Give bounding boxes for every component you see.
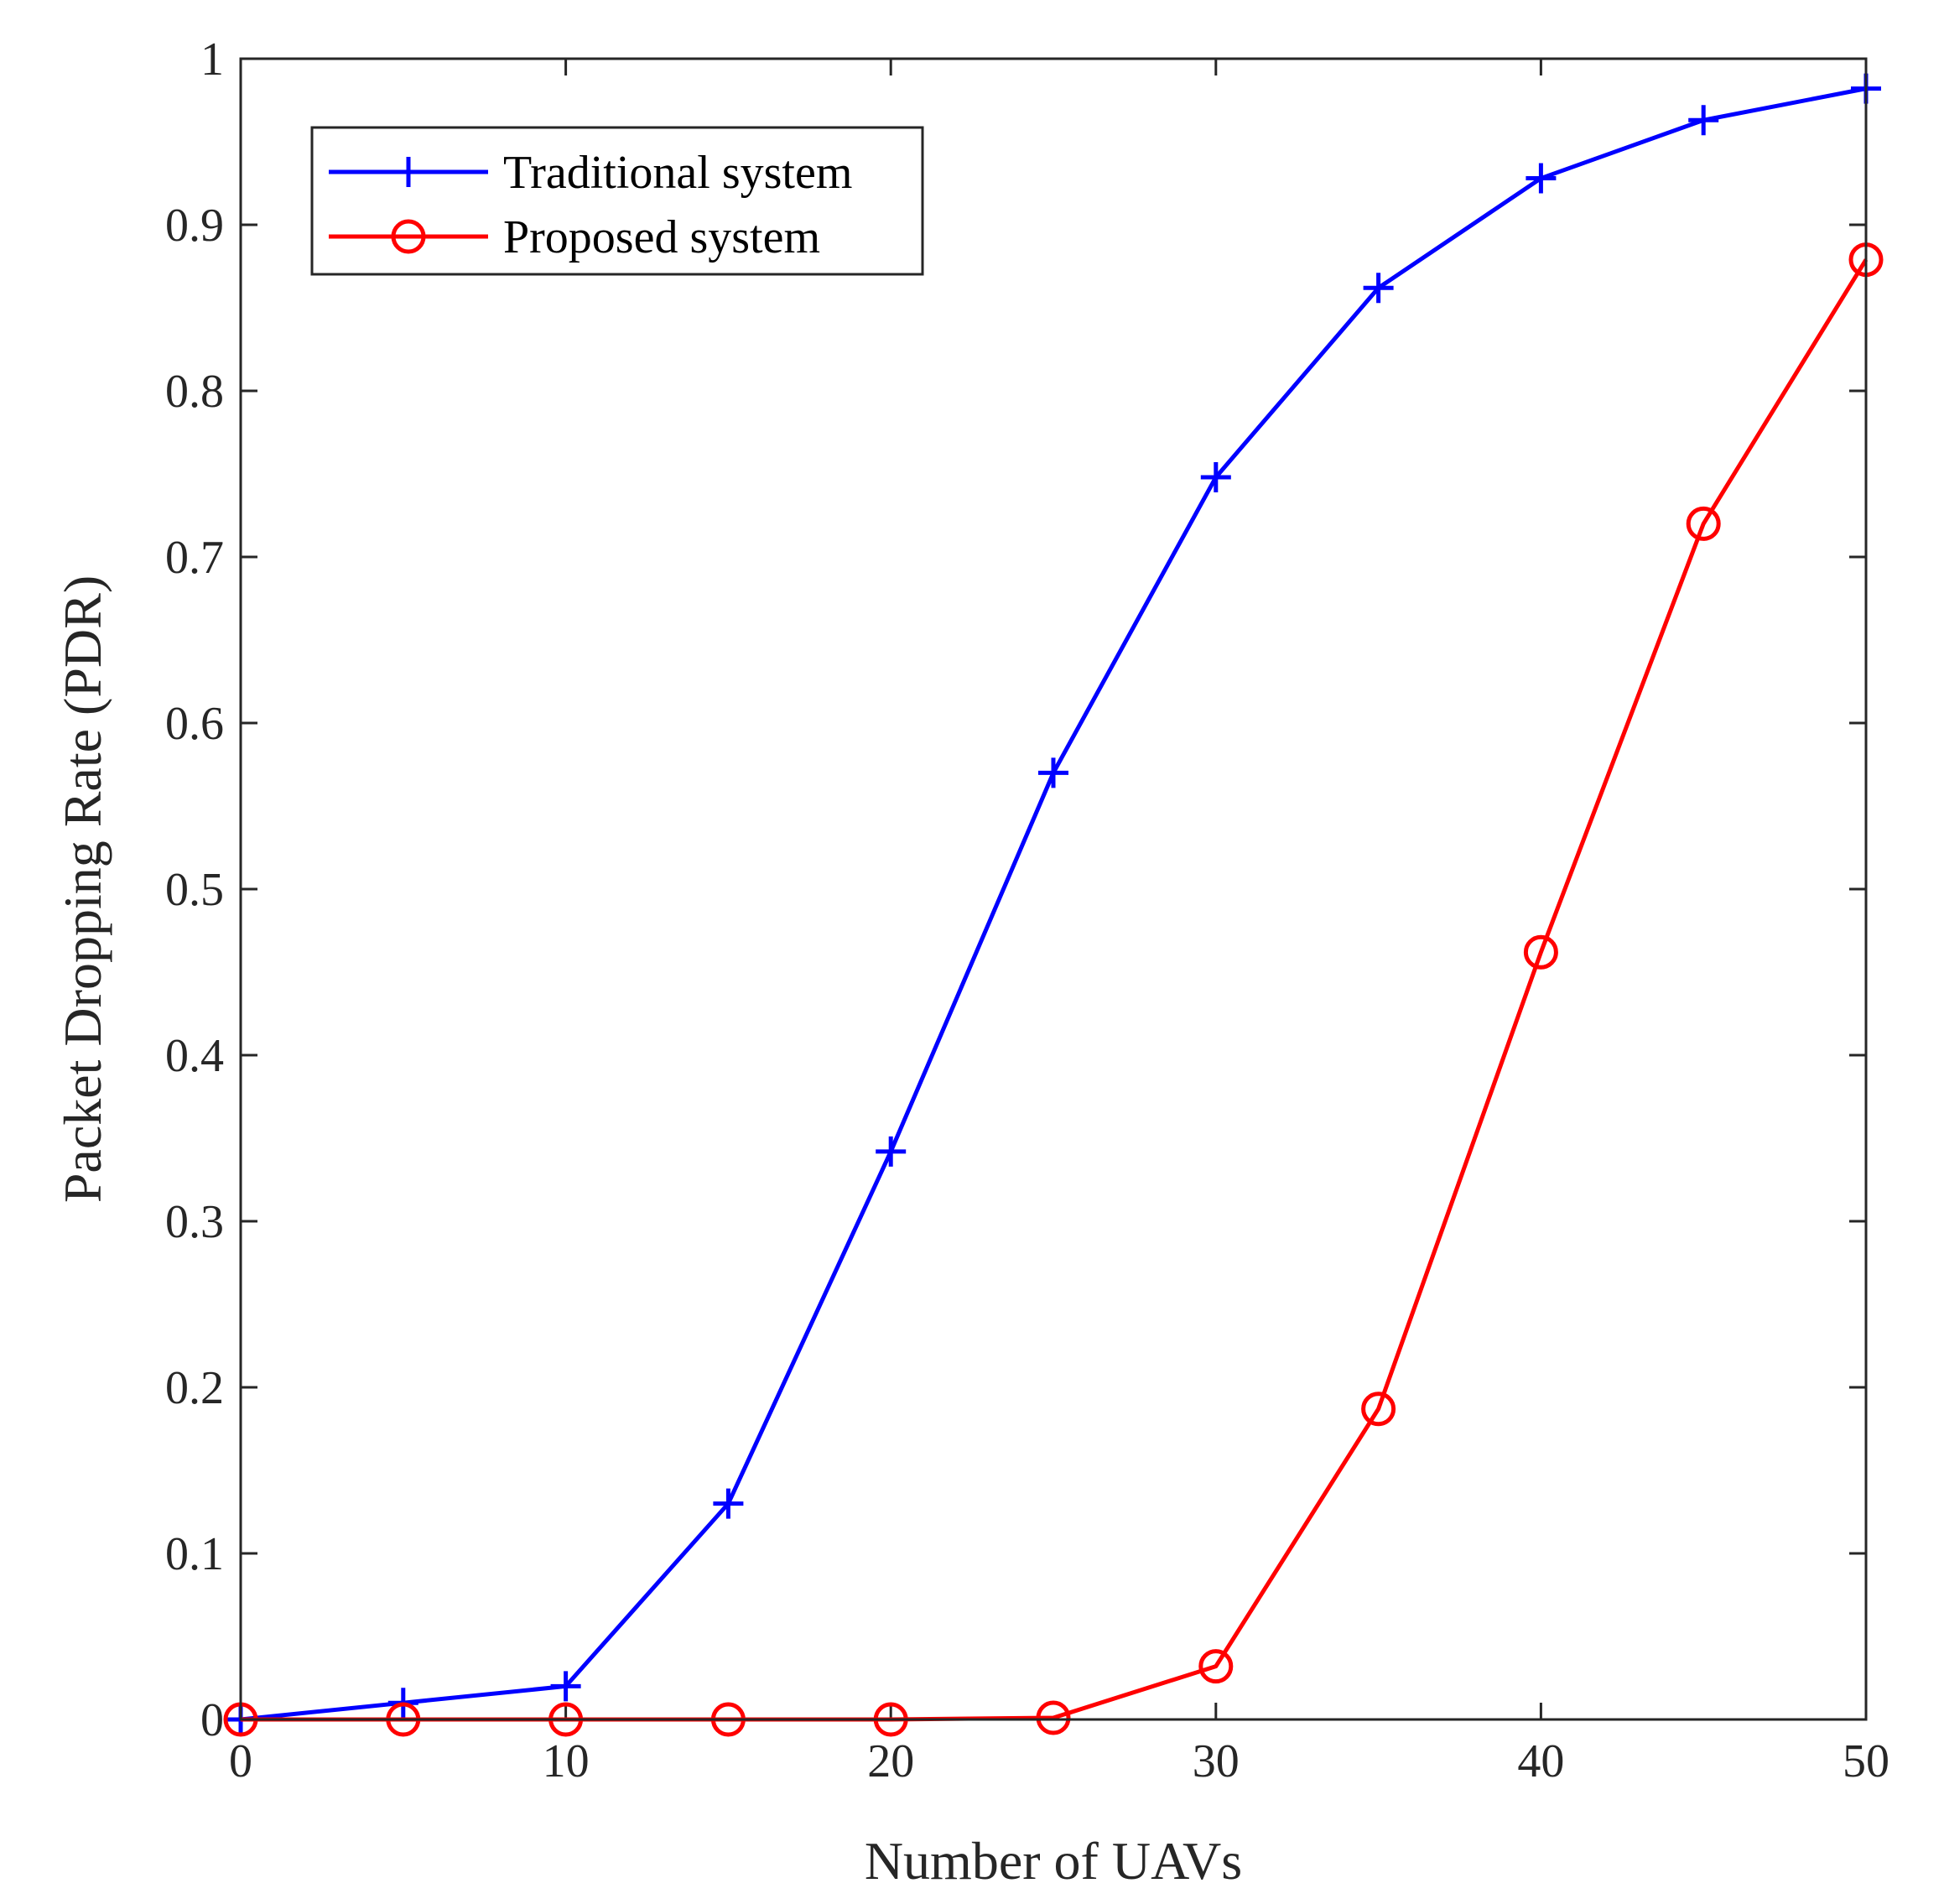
y-tick-label: 0.7 <box>165 532 224 584</box>
y-tick-label: 0.2 <box>165 1362 224 1414</box>
x-tick-label: 40 <box>1517 1735 1564 1787</box>
tick-labels: 0 10 20 30 40 50 0 0.1 0.2 0.3 0.4 0.5 0.6 0.7 0.8 0.9 1 <box>165 34 1889 1787</box>
data-point <box>550 1671 581 1702</box>
y-tick-label: 0.1 <box>165 1528 224 1580</box>
data-point <box>1036 1700 1071 1735</box>
data-point <box>1688 105 1719 136</box>
y-tick-label: 0.3 <box>165 1196 224 1248</box>
y-tick-label: 1 <box>200 34 224 86</box>
data-point <box>1038 757 1068 788</box>
legend-entries: Traditional system Proposed system <box>329 147 852 263</box>
data-point <box>1363 273 1394 304</box>
legend-marker <box>391 219 426 254</box>
y-axis-title: Packet Dropping Rate (PDR) <box>53 575 112 1203</box>
y-tick-label: 0.8 <box>165 366 224 418</box>
data-point <box>1200 461 1231 492</box>
legend: Traditional system Proposed system <box>310 126 924 276</box>
data-point <box>713 1488 744 1519</box>
data-point <box>1526 163 1557 194</box>
y-tick-label: 0.9 <box>165 200 224 252</box>
data-point <box>1686 506 1721 541</box>
series-traditional-system <box>226 73 1881 1735</box>
legend-marker <box>393 157 424 187</box>
y-tick-label: 0.6 <box>165 698 224 750</box>
y-tick-label: 0.5 <box>165 864 224 916</box>
x-tick-label: 50 <box>1843 1735 1889 1787</box>
data-point <box>1523 934 1558 970</box>
data-point <box>1198 1649 1234 1684</box>
legend-entry: Proposed system <box>329 211 820 263</box>
legend-label: Proposed system <box>503 211 820 263</box>
x-tick-label: 0 <box>229 1735 252 1787</box>
y-tick-label: 0 <box>200 1694 224 1746</box>
plot-frame <box>239 57 1868 1721</box>
x-axis-title: Number of UAVs <box>865 1831 1242 1891</box>
legend-entry: Traditional system <box>329 147 852 199</box>
x-tick-label: 30 <box>1193 1735 1240 1787</box>
y-tick-label: 0.4 <box>165 1030 224 1082</box>
x-tick-label: 10 <box>543 1735 590 1787</box>
legend-label: Traditional system <box>503 147 852 199</box>
data-point <box>1361 1392 1396 1427</box>
data-point <box>876 1136 907 1167</box>
x-tick-label: 20 <box>867 1735 914 1787</box>
